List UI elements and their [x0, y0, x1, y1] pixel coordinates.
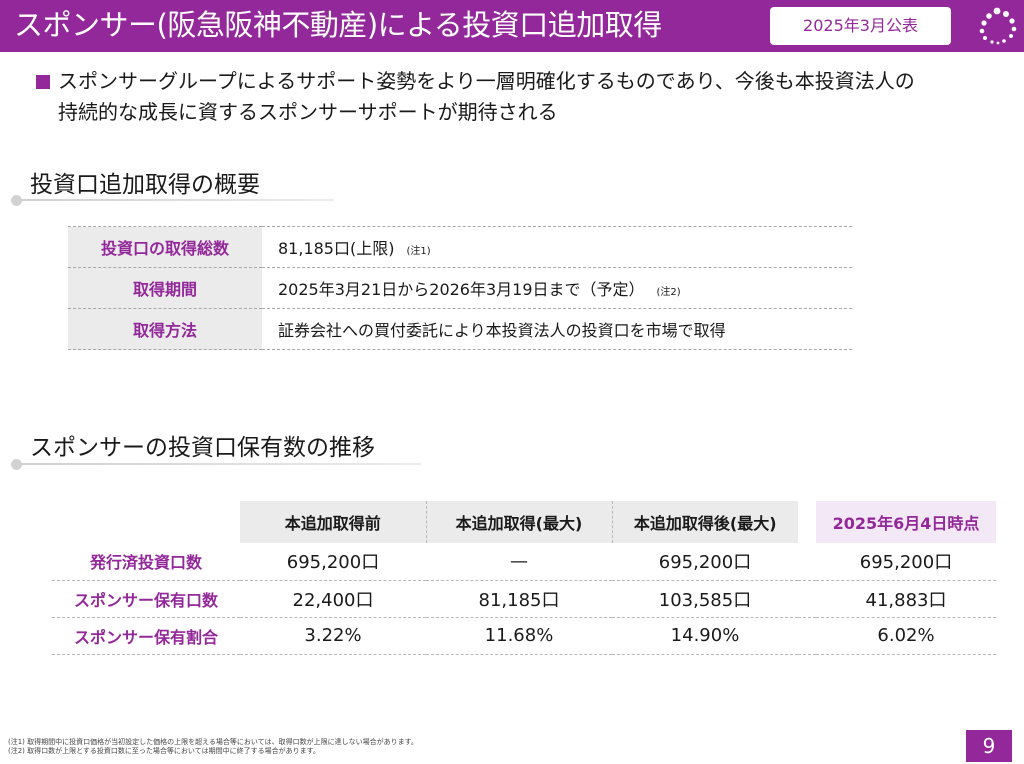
holdings-row-label: スポンサー保有割合 — [73, 627, 218, 647]
holdings-cell: 3.22% — [304, 625, 362, 646]
holdings-row-label: スポンサー保有口数 — [73, 590, 218, 610]
overview-table: 投資口の取得総数 81,185口(上限) (注1) 取得期間 2025年3月21日… — [68, 226, 852, 350]
holdings-cell: 6.02% — [877, 625, 935, 646]
holdings-table: 本追加取得前 本追加取得(最大) 本追加取得後(最大) 2025年6月4日時点 … — [52, 501, 996, 655]
holdings-row-label: 発行済投資口数 — [89, 553, 202, 573]
holdings-column-header-latest: 2025年6月4日時点 — [816, 501, 996, 543]
overview-value-cell: 81,185口(上限) (注1) — [262, 227, 852, 268]
lead-text-2: 持続的な成長に資するスポンサーサポートが期待される — [58, 100, 558, 124]
overview-section-dot — [11, 195, 22, 206]
holdings-section-rule — [16, 463, 421, 465]
holdings-cell: 103,585口 — [658, 589, 752, 611]
overview-value-cell: 証券会社への買付委託により本投資法人の投資口を市場で取得 — [262, 309, 852, 350]
holdings-cell: 81,185口 — [478, 589, 560, 611]
holdings-row: スポンサー保有割合 3.22% 11.68% 14.90% 6.02% — [52, 617, 996, 654]
overview-label: 投資口の取得総数 — [68, 226, 262, 268]
holdings-column-gap — [798, 543, 816, 580]
holdings-cell: 11.68% — [484, 625, 554, 646]
overview-row: 取得期間 2025年3月21日から2026年3月19日まで（予定） (注2) — [68, 267, 852, 309]
overview-row: 投資口の取得総数 81,185口(上限) (注1) — [68, 226, 852, 268]
header-bar: スポンサー(阪急阪神不動産)による投資口追加取得 2025年3月公表 — [0, 0, 1024, 52]
overview-value: 証券会社への買付委託により本投資法人の投資口を市場で取得 — [278, 321, 726, 340]
holdings-section-title: スポンサーの投資口保有数の推移 — [30, 435, 375, 461]
holdings-section-dot — [11, 459, 22, 470]
overview-value-cell: 2025年3月21日から2026年3月19日まで（予定） (注2) — [262, 268, 852, 309]
overview-note: (注1) — [406, 246, 431, 257]
holdings-cell: 41,883口 — [865, 589, 947, 611]
dot-ring-logo-icon — [979, 7, 1017, 45]
holdings-column-gap — [798, 580, 816, 617]
footnote-1: (注1) 取得期間中に投資口価格が当初設定した価格の上限を超える場合等においては… — [8, 738, 418, 746]
overview-value: 2025年3月21日から2026年3月19日まで（予定） — [278, 280, 645, 299]
holdings-cell: 695,200口 — [658, 552, 752, 574]
overview-note: (注2) — [656, 287, 681, 298]
holdings-cell: 14.90% — [670, 625, 740, 646]
holdings-corner-cell — [52, 501, 240, 543]
holdings-header-row: 本追加取得前 本追加取得(最大) 本追加取得後(最大) 2025年6月4日時点 — [52, 501, 996, 543]
holdings-column-header: 本追加取得前 — [240, 501, 427, 543]
holdings-cell: 695,200口 — [286, 552, 380, 574]
holdings-row: スポンサー保有口数 22,400口 81,185口 103,585口 41,88… — [52, 580, 996, 617]
footnotes: (注1) 取得期間中に投資口価格が当初設定した価格の上限を超える場合等においては… — [8, 738, 418, 756]
footnote-2: (注2) 取得口数が上限とする投資口数に至った場合等においては期間中に終了する場… — [8, 747, 320, 755]
overview-section-title: 投資口追加取得の概要 — [30, 172, 260, 198]
lead-statement: スポンサーグループによるサポート姿勢をより一層明確化するものであり、今後も本投資… — [36, 66, 1006, 128]
holdings-cell: — — [510, 550, 528, 572]
holdings-column-header: 本追加取得(最大) — [426, 501, 613, 543]
lead-text-1: スポンサーグループによるサポート姿勢をより一層明確化するものであり、今後も本投資… — [58, 69, 915, 93]
page-title: スポンサー(阪急阪神不動産)による投資口追加取得 — [14, 8, 662, 42]
lead-line-1: スポンサーグループによるサポート姿勢をより一層明確化するものであり、今後も本投資… — [36, 66, 1006, 97]
overview-section-rule — [16, 199, 334, 201]
date-badge: 2025年3月公表 — [770, 7, 951, 45]
lead-line-2: 持続的な成長に資するスポンサーサポートが期待される — [36, 97, 1006, 128]
page-number: 9 — [966, 730, 1012, 762]
holdings-column-gap — [798, 617, 816, 654]
square-bullet-icon — [36, 75, 50, 89]
holdings-column-gap — [798, 501, 816, 543]
holdings-column-header: 本追加取得後(最大) — [612, 501, 798, 543]
overview-row: 取得方法 証券会社への買付委託により本投資法人の投資口を市場で取得 — [68, 308, 852, 350]
holdings-cell: 22,400口 — [292, 589, 374, 611]
holdings-cell: 695,200口 — [859, 552, 953, 574]
overview-label: 取得方法 — [68, 308, 262, 350]
holdings-row: 発行済投資口数 695,200口 — 695,200口 695,200口 — [52, 543, 996, 580]
overview-label: 取得期間 — [68, 267, 262, 309]
overview-value: 81,185口(上限) — [278, 239, 395, 258]
